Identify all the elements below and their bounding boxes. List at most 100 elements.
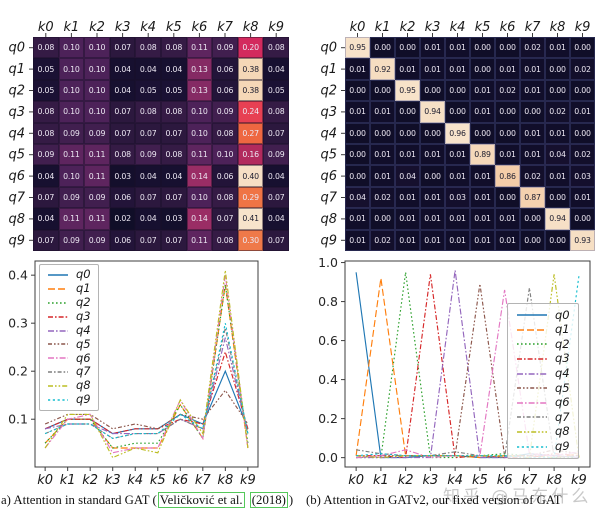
legend-entry-q0: q0	[516, 308, 570, 323]
heatmap-cell-q2-k2: 0.95	[395, 79, 420, 102]
heatmap-cell-q8-k8: 0.94	[545, 208, 570, 230]
heatmap-cell-q7-k4: 0.07	[135, 186, 161, 209]
legend-label-q0: q0	[76, 267, 91, 282]
legend-entry-q4: q4	[516, 366, 570, 381]
heatmap-cell-q1-k0: 0.05	[33, 58, 59, 80]
legend-label-q4: q4	[555, 365, 570, 380]
heatmap-cell-q3-k2: 0.10	[84, 101, 110, 123]
heatmap-cell-q5-k3: 0.08	[109, 144, 136, 166]
legend-line-sample-q0	[48, 274, 68, 276]
heatmap-cell-q1-k3: 0.04	[109, 58, 136, 80]
heatmap-cell-q0-k5: 0.00	[470, 37, 495, 59]
legend-label-q5: q5	[76, 336, 91, 351]
heatmap-col-label-k5: k5	[475, 20, 491, 35]
heatmap-cell-q9-k0: 0.07	[33, 229, 59, 251]
heatmap-cell-q5-k1: 0.11	[58, 144, 85, 166]
heatmap-cell-q6-k2: 0.11	[84, 165, 110, 187]
heatmap-cell-q4-k4: 0.96	[445, 122, 470, 144]
legend-line-sample-q8	[517, 431, 547, 433]
heatmap-cell-q5-k4: 0.09	[135, 144, 161, 166]
heatmap-cell-q3-k8: 0.02	[545, 101, 570, 123]
heatmap-cell-q6-k1: 0.01	[370, 165, 395, 187]
heatmap-row-label-q4: q4	[8, 126, 25, 141]
heatmap-col-label-k9: k9	[575, 20, 591, 35]
heatmap-cell-q4-k0: 0.08	[33, 122, 59, 144]
legend-label-q0: q0	[555, 307, 570, 322]
heatmap-cell-q4-k6: 0.00	[495, 122, 520, 144]
legend-line-sample-q4	[517, 372, 547, 375]
heatmap-cell-q7-k1: 0.09	[58, 186, 85, 209]
y-tick-label: 0.1	[8, 412, 28, 427]
legend-entry-q1: q1	[516, 323, 570, 338]
heatmap-cell-q0-k0: 0.08	[33, 37, 59, 59]
heatmap-cell-q8-k3: 0.02	[109, 208, 136, 230]
x-tick-label-k9: k9	[240, 473, 256, 488]
heatmap-cell-q8-k1: 0.00	[370, 208, 395, 230]
x-tick-label-k1: k1	[373, 473, 389, 488]
heatmap-cell-q4-k2: 0.09	[84, 122, 110, 144]
heatmap-cell-q8-k7: 0.00	[520, 208, 545, 230]
heatmap-gatv2: 0.95 0.00 0.00 0.01 0.01 0.00 0.00 0.02 0.01 0.00…	[345, 37, 595, 251]
heatmap-cell-q8-k2: 0.11	[84, 208, 110, 230]
heatmap-cell-q0-k0: 0.95	[345, 37, 370, 59]
heatmap-cell-q2-k4: 0.05	[135, 79, 161, 102]
legend-line-sample-q6	[48, 357, 68, 359]
heatmap-cell-q5-k0: 0.00	[345, 144, 370, 166]
heatmap-cell-q2-k8: 0.00	[545, 79, 570, 102]
y-tick-label: 1.0	[318, 255, 338, 270]
heatmap-cell-q4-k1: 0.09	[58, 122, 85, 144]
x-tick-label-k1: k1	[60, 473, 76, 488]
legend-entry-q1: q1	[47, 282, 91, 296]
legend-line-sample-q1	[517, 329, 547, 331]
legend-label-q9: q9	[555, 438, 570, 453]
heatmap-cell-q9-k6: 0.11	[186, 229, 213, 251]
legend-entry-q5: q5	[516, 381, 570, 396]
heatmap-cell-q3-k3: 0.07	[109, 101, 136, 123]
legend-label-q8: q8	[555, 424, 570, 439]
heatmap-cell-q1-k7: 0.06	[212, 58, 238, 80]
heatmap-cell-q9-k2: 0.09	[84, 229, 110, 251]
legend-line-sample-q1	[48, 288, 68, 290]
heatmap-row-label-q1: q1	[8, 62, 25, 77]
y-tick-label: 0.4	[8, 267, 28, 282]
heatmap-col-label-k7: k7	[525, 20, 542, 35]
heatmap-cell-q2-k4: 0.00	[445, 79, 470, 102]
heatmap-cell-q0-k2: 0.00	[395, 37, 420, 59]
heatmap-cell-q1-k9: 0.04	[263, 58, 289, 80]
legend-label-q5: q5	[555, 380, 570, 395]
heatmap-cell-q7-k3: 0.01	[420, 186, 445, 209]
heatmap-cell-q3-k7: 0.09	[212, 101, 238, 123]
heatmap-cell-q0-k5: 0.08	[161, 37, 187, 59]
heatmap-cell-q3-k9: 0.08	[263, 101, 289, 123]
heatmap-row-label-q3: q3	[320, 105, 337, 120]
heatmap-cell-q6-k0: 0.04	[33, 165, 59, 187]
heatmap-cell-q0-k9: 0.00	[570, 37, 595, 59]
heatmap-cell-q6-k5: 0.01	[470, 165, 495, 187]
heatmap-row-label-q0: q0	[8, 41, 25, 56]
heatmap-row-label-q5: q5	[320, 148, 337, 163]
heatmap-row-label-q9: q9	[320, 233, 337, 248]
heatmap-cell-q3-k6: 0.00	[495, 101, 520, 123]
legend-line-sample-q4	[48, 329, 68, 332]
heatmap-cell-q3-k3: 0.94	[420, 101, 445, 123]
citation-link-author[interactable]: Veličković et al.	[157, 492, 245, 508]
heatmap-cell-q9-k5: 0.07	[161, 229, 187, 251]
heatmap-cell-q6-k5: 0.04	[161, 165, 187, 187]
citation-link-year[interactable]: (2018)	[249, 492, 288, 508]
heatmap-col-label-k8: k8	[550, 20, 566, 35]
heatmap-col-label-k3: k3	[425, 20, 441, 35]
heatmap-row-label-q7: q7	[8, 191, 25, 206]
heatmap-cell-q0-k6: 0.00	[495, 37, 520, 59]
heatmap-cell-q5-k9: 0.09	[263, 144, 289, 166]
heatmap-cell-q1-k5: 0.00	[470, 58, 495, 80]
heatmap-cell-q9-k3: 0.06	[109, 229, 136, 251]
legend-label-q1: q1	[555, 322, 570, 337]
heatmap-cell-q3-k7: 0.00	[520, 101, 545, 123]
heatmap-cell-q3-k0: 0.01	[345, 101, 370, 123]
heatmap-cell-q4-k3: 0.00	[420, 122, 445, 144]
heatmap-cell-q1-k1: 0.10	[58, 58, 85, 80]
heatmap-cell-q7-k9: 0.07	[263, 186, 289, 209]
heatmap-cell-q3-k9: 0.01	[570, 101, 595, 123]
heatmap-cell-q1-k1: 0.92	[370, 58, 395, 80]
heatmap-cell-q8-k4: 0.04	[135, 208, 161, 230]
